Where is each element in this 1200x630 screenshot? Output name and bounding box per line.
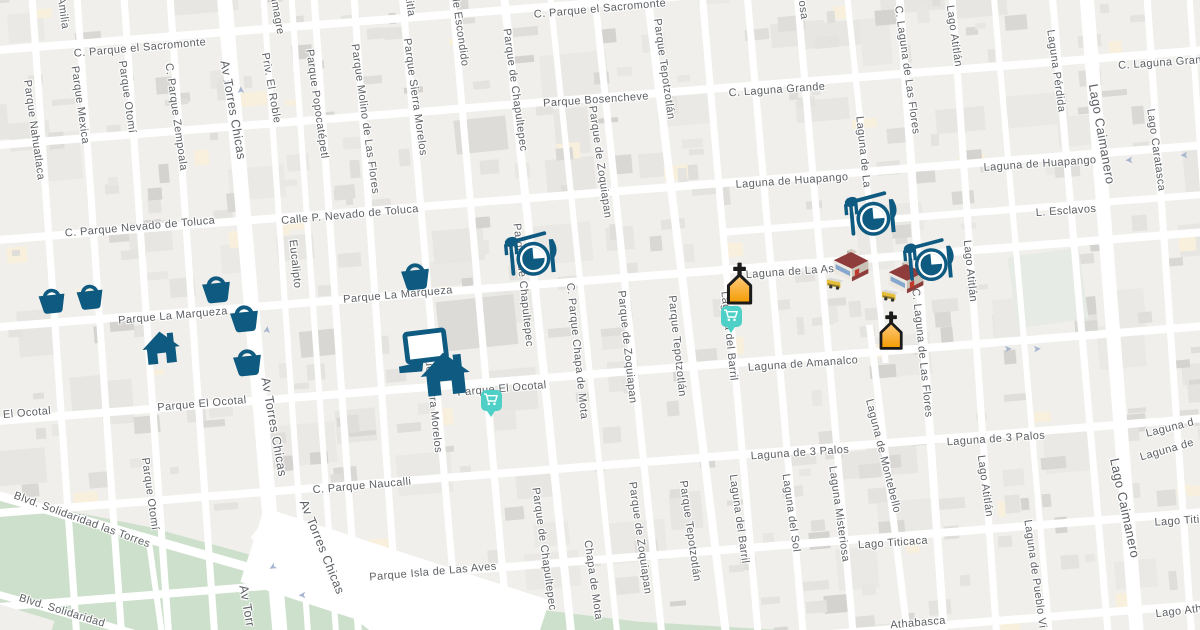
poi-home-icon[interactable]: [416, 344, 474, 407]
poi-church-icon[interactable]: [723, 261, 756, 312]
poi-church-icon[interactable]: [876, 310, 906, 357]
poi-supermarket-icon[interactable]: .cartpin:after{border-top-color:#4fd0c6;…: [480, 389, 502, 417]
poi-restaurant-hours-icon[interactable]: [843, 186, 899, 247]
poi-supermarket-icon[interactable]: .cartpin:after{border-top-color:#4fd0c6;…: [720, 305, 742, 333]
poi-convenience-store-icon[interactable]: [880, 259, 932, 310]
poi-restaurant-hours-icon[interactable]: [902, 233, 956, 292]
poi-shopping-bag-icon[interactable]: [32, 280, 72, 325]
poi-home-icon[interactable]: [139, 325, 183, 374]
poi-laptop-icon[interactable]: [397, 327, 451, 376]
poi-shopping-bag-icon[interactable]: [195, 267, 238, 315]
poi-shopping-bag-icon[interactable]: [226, 340, 269, 388]
poi-shopping-bag-icon[interactable]: [394, 254, 437, 302]
poi-shopping-bag-icon[interactable]: [70, 276, 110, 321]
poi-shopping-bag-icon[interactable]: [223, 296, 266, 344]
poi-convenience-store-icon[interactable]: [825, 247, 877, 298]
poi-restaurant-hours-icon[interactable]: [503, 226, 559, 287]
